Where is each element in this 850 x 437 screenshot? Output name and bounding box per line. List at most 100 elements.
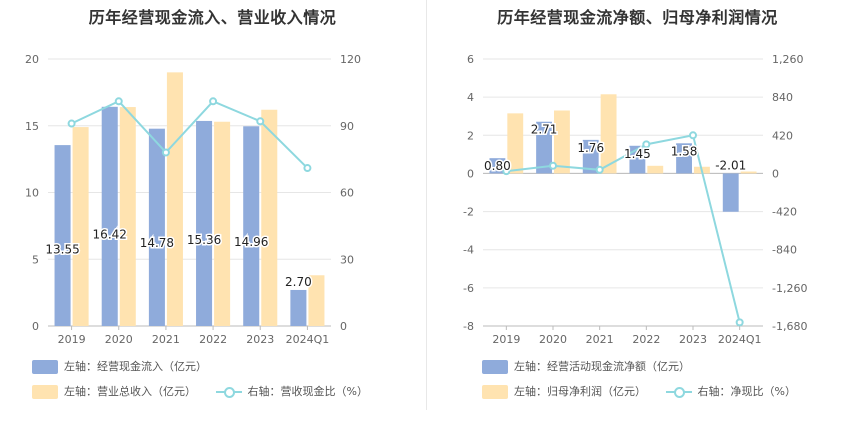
right-axis-tick-label: 30 — [340, 253, 354, 266]
left-axis-tick-label: -2 — [463, 206, 474, 219]
x-axis-tick-label: 2023 — [246, 333, 274, 346]
bar-secondary — [308, 275, 325, 326]
bar-value-label: -2.01 — [715, 158, 746, 172]
x-axis-tick-label: 2020 — [105, 333, 133, 346]
left-axis-tick-label: -4 — [463, 244, 474, 257]
ratio-point — [642, 140, 651, 149]
bar-primary — [54, 145, 71, 326]
bar-secondary — [600, 94, 617, 174]
left-axis-tick-label: 2 — [467, 129, 474, 142]
right-axis-tick-label: -1,680 — [772, 320, 807, 333]
legend-item-inflow[interactable]: 左轴：经营现金流入（亿元） — [32, 358, 207, 374]
bar-secondary — [507, 113, 524, 174]
bar-value-label: 2.71 — [531, 123, 558, 137]
ratio-point — [67, 119, 76, 128]
ratio-line — [506, 134, 741, 323]
right-axis-tick-label: -1,260 — [772, 282, 807, 295]
right-axis-tick-label: 840 — [772, 91, 793, 104]
left-axis-tick-label: 0 — [467, 167, 474, 180]
legend-row-2: 左轴：归母净利润（亿元） 右轴：净现比（%） — [482, 383, 812, 399]
ratio-point — [549, 161, 557, 170]
legend-label: 右轴：净现比（%） — [697, 385, 796, 398]
chart-title: 历年经营现金流净额、归母净利润情况 — [497, 8, 778, 27]
x-axis-tick-label: 2019 — [492, 333, 520, 346]
left-axis-tick-label: 5 — [32, 253, 39, 266]
bar-secondary — [72, 127, 89, 327]
right-axis-tick-label: 120 — [340, 53, 361, 66]
legend-label: 左轴：归母净利润（亿元） — [514, 385, 646, 398]
right-axis-tick-label: 0 — [772, 167, 779, 180]
x-axis-tick-label: 2021 — [152, 333, 180, 346]
legend-label: 左轴：经营现金流入（亿元） — [64, 360, 207, 373]
left-axis-tick-label: 10 — [25, 187, 39, 200]
left-axis-tick-label: 20 — [25, 53, 39, 66]
legend-row-1: 左轴：经营活动现金流净额（亿元） — [482, 358, 706, 374]
legend-line-swatch — [665, 385, 692, 399]
x-axis-tick-label: 2024Q1 — [718, 333, 762, 346]
left-axis-tick-label: 15 — [25, 120, 39, 133]
bar-primary — [489, 158, 506, 174]
right-axis-tick-label: 60 — [340, 187, 354, 200]
bar-secondary — [261, 109, 278, 326]
bar-primary — [101, 106, 118, 326]
bar-primary — [196, 120, 213, 326]
bar-primary — [676, 143, 692, 174]
bar-value-label: 1.58 — [671, 144, 698, 158]
legend-item-ratio[interactable]: 右轴：营收现金比（%） — [215, 383, 368, 399]
left-axis-tick-label: -8 — [463, 320, 474, 333]
left-chart-panel: 历年经营现金流入、营业收入情况 0 5 10 15 20 0 30 60 90 120 2019 20… — [25, 8, 384, 399]
legend-item-revenue[interactable]: 左轴：营业总收入（亿元） — [32, 383, 196, 399]
left-axis-tick-label: -6 — [463, 282, 474, 295]
legend-item-net-profit[interactable]: 左轴：归母净利润（亿元） — [482, 383, 646, 399]
bar-value-label: 2.70 — [285, 275, 312, 289]
ratio-point — [161, 148, 170, 157]
left-axis-tick-label: 6 — [467, 53, 474, 66]
x-axis-tick-label: 2022 — [199, 333, 227, 346]
right-axis-tick-label: -420 — [772, 206, 797, 219]
bar-value-label: 15.36 — [187, 233, 221, 247]
ratio-point — [502, 167, 511, 176]
bar-value-label: 16.42 — [93, 227, 127, 241]
bar-value-label: 14.78 — [140, 236, 174, 250]
right-axis-tick-label: -840 — [772, 244, 797, 257]
legend-item-net-cash-ratio[interactable]: 右轴：净现比（%） — [665, 383, 796, 399]
bar-secondary — [166, 72, 183, 326]
legend-label: 左轴：营业总收入（亿元） — [64, 385, 196, 398]
bar-secondary — [647, 165, 664, 174]
left-axis-tick-label: 4 — [467, 91, 474, 104]
x-axis-tick-label: 2021 — [586, 333, 614, 346]
legend-row-2: 左轴：营业总收入（亿元） 右轴：营收现金比（%） — [32, 383, 384, 399]
left-axis-tick-label: 0 — [32, 320, 39, 333]
right-axis-tick-label: 90 — [340, 120, 354, 133]
ratio-point — [256, 117, 265, 126]
legend-swatch — [32, 360, 58, 374]
ratio-point — [303, 164, 312, 173]
bar-secondary — [214, 121, 231, 327]
bar-secondary — [119, 107, 136, 326]
legend-swatch — [482, 360, 508, 374]
x-axis-tick-label: 2023 — [679, 333, 707, 346]
ratio-line — [71, 100, 309, 169]
legend-swatch — [482, 385, 508, 399]
legend-label: 左轴：经营活动现金流净额（亿元） — [514, 360, 690, 373]
bar-primary — [290, 289, 307, 326]
right-chart-svg: -8 -6 -4 -2 0 2 4 6 -1,680 -1,260 -840 -420 0 420 840 1… — [463, 53, 807, 346]
bar-primary — [536, 121, 552, 174]
bar-primary — [722, 173, 739, 212]
right-axis-tick-label: 420 — [772, 129, 793, 142]
bar-primary — [582, 139, 599, 174]
legend-line-swatch — [215, 385, 242, 399]
ratio-point — [209, 97, 218, 106]
bar-primary — [243, 126, 260, 326]
ratio-point — [735, 318, 744, 327]
bar-value-label: 13.55 — [45, 243, 79, 257]
right-axis-tick-label: 1,260 — [772, 53, 804, 66]
right-chart-panel: 历年经营现金流净额、归母净利润情况 -8 -6 -4 -2 0 2 4 6 -1,680 -1,2… — [425, 0, 850, 437]
legend-item-net-cash[interactable]: 左轴：经营活动现金流净额（亿元） — [482, 358, 690, 374]
legend-swatch — [32, 385, 58, 399]
ratio-point — [114, 97, 123, 106]
ratio-point — [595, 165, 604, 174]
x-axis-tick-label: 2024Q1 — [286, 333, 330, 346]
bar-value-label: 0.80 — [484, 159, 511, 173]
bar-secondary — [740, 171, 757, 174]
